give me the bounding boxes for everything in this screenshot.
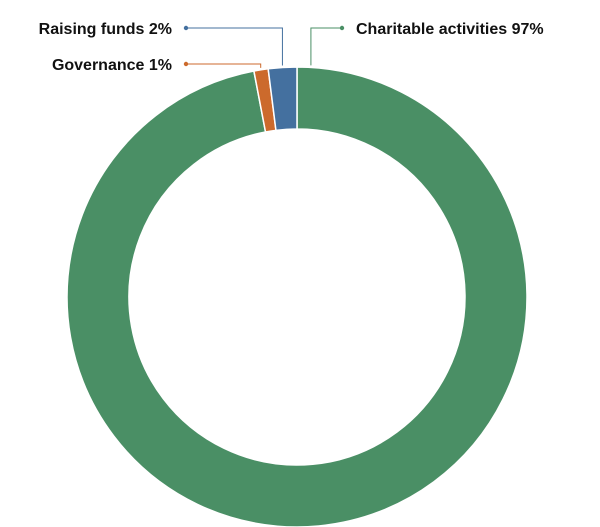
callout-line-charitable-activities: [310, 27, 342, 66]
callout-line-governance: [186, 63, 262, 68]
callout-dot-charitable-activities: [339, 25, 345, 31]
slice-raising-funds: [267, 66, 298, 132]
label-raising-funds: Raising funds 2%: [39, 21, 172, 38]
callout-lines: [183, 25, 345, 68]
slice-charitable-activities: [66, 66, 528, 527]
callout-dot-raising-funds: [183, 25, 189, 31]
slice-labels: Charitable activities 97% Raising funds …: [39, 21, 544, 74]
label-governance: Governance 1%: [52, 57, 172, 74]
donut-slices: [66, 66, 528, 527]
label-charitable-activities: Charitable activities 97%: [356, 21, 544, 38]
callout-line-raising-funds: [186, 27, 283, 66]
callout-dot-governance: [183, 61, 189, 67]
